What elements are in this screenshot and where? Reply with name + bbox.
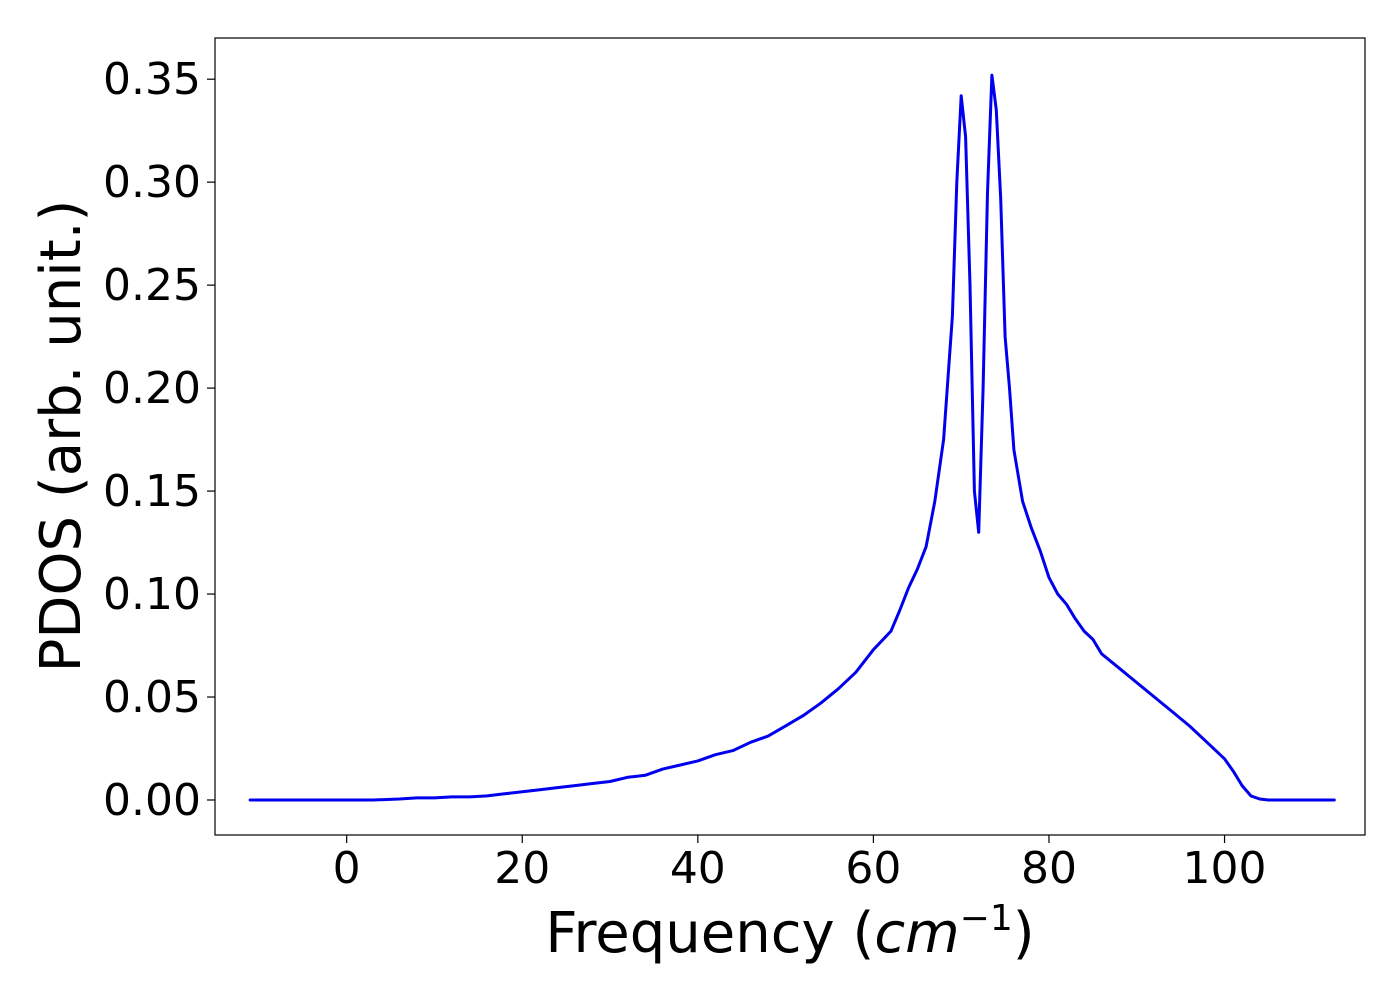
x-tick-label: 80 [1021, 843, 1077, 894]
x-axis-label-prefix: Frequency ( [545, 901, 874, 966]
x-axis-label-suffix: ) [1013, 901, 1035, 966]
y-tick-label: 0.05 [103, 672, 201, 723]
x-tick-label: 100 [1183, 843, 1267, 894]
x-tick-label: 20 [494, 843, 550, 894]
x-axis-label-exponent: −1 [960, 898, 1013, 939]
y-axis: 0.00 0.05 0.10 0.15 0.20 0.25 0.30 0.35 [103, 54, 215, 826]
x-tick-label: 60 [845, 843, 901, 894]
plot-area [248, 73, 1336, 802]
x-axis-label: Frequency (cm−1) [545, 898, 1034, 966]
y-tick-label: 0.35 [103, 54, 201, 105]
plot-frame [214, 37, 1366, 836]
x-tick-label: 0 [333, 843, 361, 894]
x-tick-label: 40 [670, 843, 726, 894]
y-tick-label: 0.25 [103, 260, 201, 311]
y-tick-label: 0.30 [103, 157, 201, 208]
x-axis: 0 20 40 60 80 100 [333, 835, 1267, 894]
y-tick-label: 0.00 [103, 775, 201, 826]
x-axis-label-unit: cm [874, 901, 959, 966]
y-tick-label: 0.10 [103, 569, 201, 620]
pdos-series-line [248, 73, 1336, 802]
y-axis-label: PDOS (arb. unit.) [29, 200, 94, 673]
y-tick-label: 0.20 [103, 363, 201, 414]
y-tick-label: 0.15 [103, 466, 201, 517]
